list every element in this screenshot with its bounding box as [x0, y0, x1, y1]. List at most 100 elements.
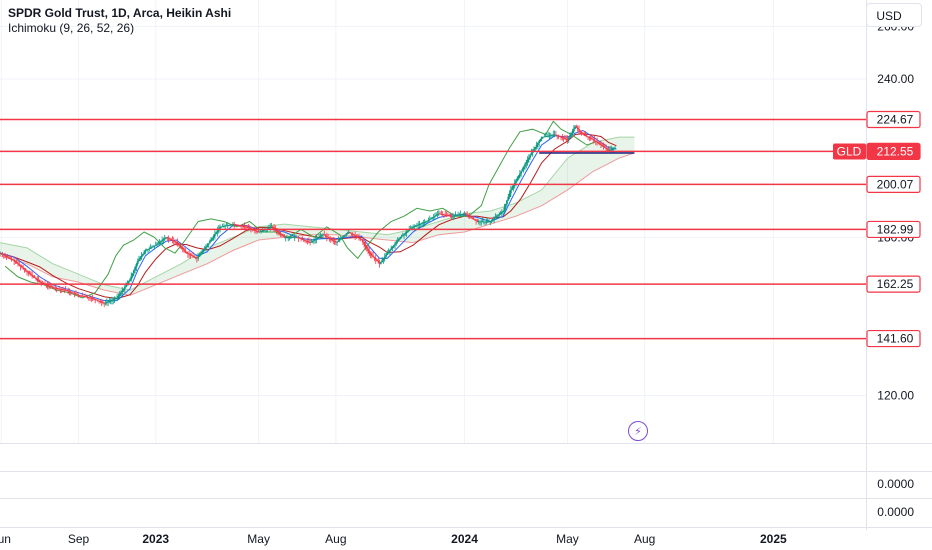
candle-body: [566, 139, 569, 141]
candle-body: [538, 141, 541, 144]
candle-body: [602, 145, 605, 147]
candle-body: [237, 224, 239, 226]
candle-body: [318, 237, 321, 238]
candle-body: [278, 232, 281, 234]
candle-body: [441, 214, 444, 215]
candle-body: [22, 267, 25, 269]
candle-body: [149, 247, 152, 249]
candle-body: [488, 221, 490, 223]
candle-body: [600, 144, 602, 146]
cloud-segment: [207, 237, 233, 264]
candle-body: [198, 255, 201, 257]
candle-body: [527, 157, 530, 160]
candle-body: [75, 293, 77, 295]
candle-body: [383, 256, 386, 259]
time-tick-label: May: [556, 532, 579, 546]
candle-body: [261, 230, 264, 232]
candle-body: [118, 294, 121, 297]
candle-body: [204, 246, 207, 249]
indicator-label[interactable]: Ichimoku (9, 26, 52, 26): [8, 21, 135, 35]
candle-body: [552, 134, 555, 136]
candle-body: [328, 237, 331, 239]
candle-body: [484, 221, 487, 223]
candle-body: [578, 129, 580, 131]
candle-body: [580, 131, 583, 134]
candle-body: [98, 300, 100, 302]
candle-body: [511, 187, 514, 190]
candle-body: [435, 215, 438, 216]
candle-body: [370, 254, 373, 256]
candle-body: [208, 241, 211, 244]
candle-body: [253, 229, 256, 231]
base-line: [0, 133, 617, 300]
candle-body: [135, 264, 138, 268]
candle-body: [498, 214, 501, 216]
candle-body: [587, 136, 589, 138]
candle-body: [539, 139, 542, 142]
candle-body: [405, 232, 408, 234]
candle-body: [260, 230, 263, 232]
candle-body: [180, 246, 183, 248]
candle-body: [163, 238, 166, 240]
candle-body: [614, 148, 616, 149]
lightning-icon[interactable]: ⚡︎: [628, 421, 648, 441]
candle-body: [114, 298, 117, 300]
candle-body: [408, 229, 411, 231]
candle-body: [583, 134, 586, 136]
candle-body: [125, 285, 128, 287]
candle-body: [450, 215, 453, 217]
candle-body: [495, 216, 498, 218]
cloud-segment: [413, 221, 439, 243]
candle-body: [139, 257, 142, 260]
candle-body: [270, 226, 273, 228]
candle-body: [372, 255, 375, 258]
candle-body: [410, 227, 413, 229]
candle-body: [67, 290, 70, 292]
time-tick-label: 2023: [142, 532, 169, 546]
candle-body: [18, 264, 21, 266]
candle-body: [431, 217, 434, 219]
level-label: 141.60: [877, 332, 914, 346]
candle-body: [365, 246, 368, 249]
candle-body: [17, 263, 19, 265]
cloud-segment: [515, 189, 542, 217]
candle-body: [131, 273, 134, 277]
candle-body: [242, 225, 245, 227]
candle-body: [500, 212, 503, 214]
candle-body: [2, 254, 5, 256]
candle-body: [89, 297, 91, 299]
candle-body: [168, 238, 171, 240]
candle-body: [109, 300, 112, 302]
cloud-segment: [0, 242, 28, 264]
candle-body: [502, 210, 505, 213]
candle-body: [201, 251, 203, 254]
candle-body: [425, 221, 427, 223]
candle-body: [444, 214, 447, 216]
candle-body: [334, 241, 337, 243]
candle-body: [94, 299, 97, 300]
candle-body: [497, 215, 499, 217]
candle-body: [368, 250, 371, 254]
candle-body: [220, 226, 223, 228]
candle-body: [430, 218, 432, 220]
candle-body: [23, 268, 26, 270]
candle-body: [486, 221, 489, 223]
candle-body: [31, 274, 34, 276]
candle-body: [63, 289, 66, 291]
candle-body: [241, 225, 243, 227]
currency-button[interactable]: USD: [866, 3, 922, 27]
candle-body: [378, 262, 381, 264]
candle-body: [216, 230, 219, 233]
candle-body: [170, 239, 173, 241]
time-tick-label: Sep: [68, 532, 90, 546]
candle-body: [412, 226, 414, 228]
candle-body: [284, 237, 287, 239]
candle-body: [279, 233, 282, 235]
level-label: 182.99: [877, 222, 914, 236]
candle-body: [293, 237, 296, 239]
candle-body: [185, 251, 188, 254]
candle-body: [399, 237, 402, 239]
candle-body: [127, 281, 130, 284]
